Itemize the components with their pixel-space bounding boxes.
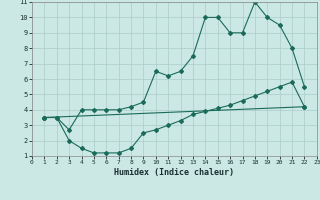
X-axis label: Humidex (Indice chaleur): Humidex (Indice chaleur) (115, 168, 234, 177)
